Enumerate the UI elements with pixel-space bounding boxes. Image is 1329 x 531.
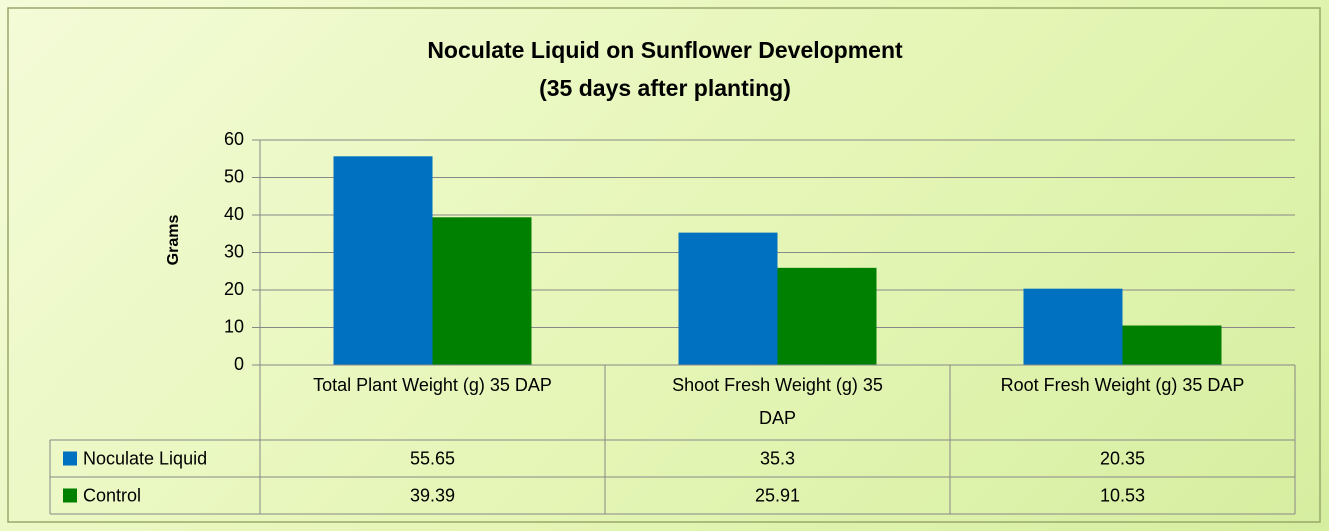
- chart-subtitle: (35 days after planting): [539, 75, 791, 101]
- bar: [678, 232, 778, 365]
- legend-swatch: [63, 488, 77, 503]
- y-tick-label: 20: [224, 279, 244, 299]
- y-tick-label: 10: [224, 316, 244, 336]
- bar: [1023, 288, 1123, 365]
- y-tick-label: 50: [224, 166, 244, 186]
- bar: [777, 267, 877, 365]
- table-value: 10.53: [1100, 485, 1145, 505]
- x-tick-label: Root Fresh Weight (g) 35 DAP: [1000, 375, 1245, 395]
- chart-border: [7, 7, 1321, 523]
- legend-swatch: [63, 451, 77, 466]
- legend-label: Control: [83, 485, 141, 505]
- bar: [1122, 325, 1222, 365]
- legend-label: Noculate Liquid: [83, 448, 207, 468]
- table-value: 39.39: [410, 485, 455, 505]
- table-value: 55.65: [410, 448, 455, 468]
- table-value: 20.35: [1100, 448, 1145, 468]
- bar: [432, 217, 532, 365]
- y-tick-label: 40: [224, 204, 244, 224]
- table-value: 35.3: [760, 448, 795, 468]
- y-tick-label: 30: [224, 241, 244, 261]
- chart-title: Noculate Liquid on Sunflower Development: [427, 37, 903, 63]
- x-tick-label: Shoot Fresh Weight (g) 35 DAP: [672, 375, 883, 428]
- table-value: 25.91: [755, 485, 800, 505]
- bar: [333, 156, 433, 365]
- y-axis-label: Grams: [165, 215, 182, 266]
- y-tick-label: 60: [224, 129, 244, 149]
- y-tick-label: 0: [234, 354, 244, 374]
- x-tick-label: Total Plant Weight (g) 35 DAP: [313, 375, 552, 395]
